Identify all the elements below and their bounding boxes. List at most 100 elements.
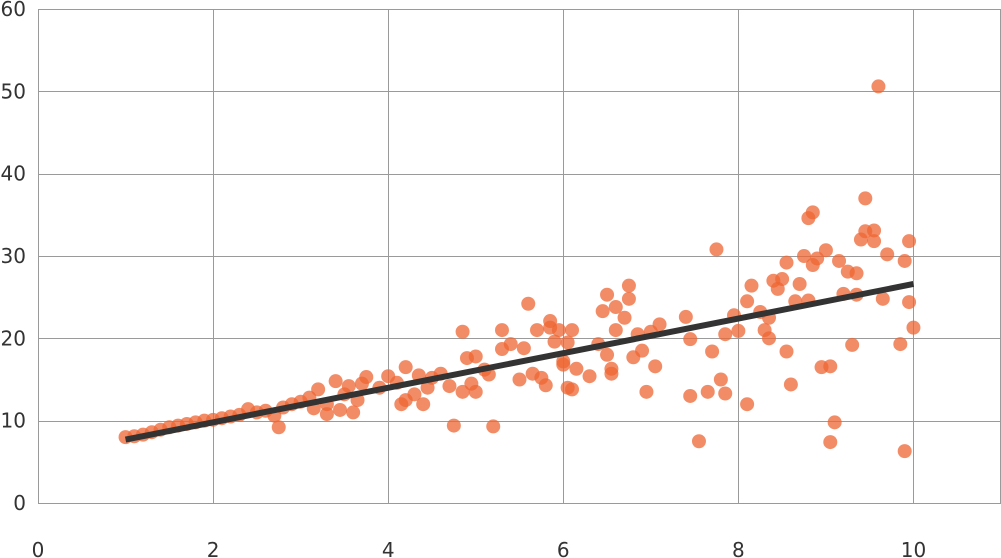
data-point — [635, 343, 650, 358]
data-point — [683, 388, 698, 403]
data-point — [867, 223, 882, 238]
data-point — [700, 384, 715, 399]
y-tick-label: 30 — [1, 244, 26, 268]
data-point — [718, 386, 733, 401]
data-point — [486, 419, 501, 434]
data-point — [621, 278, 636, 293]
data-point — [740, 397, 755, 412]
data-point — [359, 370, 374, 385]
x-tick-label: 10 — [901, 538, 926, 558]
data-point — [521, 296, 536, 311]
data-point — [468, 349, 483, 364]
data-point — [823, 359, 838, 374]
data-point — [810, 251, 825, 266]
data-point — [871, 79, 886, 94]
trend-line — [124, 281, 915, 443]
data-point — [705, 344, 720, 359]
data-point — [311, 382, 326, 397]
data-point — [797, 249, 812, 263]
data-point — [565, 323, 580, 338]
data-point — [621, 291, 636, 306]
y-tick-label: 50 — [1, 79, 26, 103]
data-point — [547, 334, 562, 349]
data-point — [319, 407, 334, 422]
data-point — [560, 335, 575, 350]
data-point — [875, 291, 890, 306]
y-tick-label: 60 — [1, 0, 26, 21]
x-tick-label: 8 — [732, 538, 745, 558]
data-point — [639, 384, 654, 399]
data-point — [604, 366, 619, 381]
data-point — [906, 320, 921, 335]
data-point — [608, 300, 623, 315]
data-point — [551, 323, 566, 338]
data-point — [691, 434, 706, 449]
data-point — [818, 243, 833, 258]
data-point — [617, 310, 632, 325]
data-point — [792, 276, 807, 291]
data-point — [849, 266, 864, 281]
data-point — [600, 347, 615, 362]
data-point — [823, 435, 838, 450]
x-tick-label: 6 — [557, 538, 570, 558]
data-point — [271, 420, 286, 435]
trend-line-layer — [124, 281, 915, 443]
data-point — [783, 377, 798, 392]
data-point — [595, 304, 610, 319]
data-point — [346, 405, 361, 420]
data-point — [897, 253, 912, 268]
data-point — [744, 278, 759, 293]
data-point — [600, 287, 615, 302]
data-points-layer — [118, 79, 921, 459]
data-point — [805, 205, 820, 220]
y-tick-label: 40 — [1, 162, 26, 186]
data-point — [678, 309, 693, 324]
data-point — [556, 354, 571, 369]
x-tick-label: 0 — [32, 538, 45, 558]
data-point — [880, 247, 895, 262]
data-point — [569, 361, 584, 376]
data-point — [407, 387, 422, 402]
data-point — [709, 242, 724, 257]
data-point — [845, 337, 860, 352]
data-point — [512, 372, 527, 387]
y-tick-label: 0 — [13, 491, 26, 515]
data-point — [775, 272, 790, 287]
x-tick-label: 2 — [207, 538, 220, 558]
data-point — [468, 384, 483, 399]
data-point — [902, 295, 917, 310]
data-point — [779, 344, 794, 359]
tick-labels-layer: 0 10 20 30 40 50 60 0 2 4 6 8 10 — [1, 0, 927, 558]
data-point — [683, 332, 698, 347]
data-point — [341, 379, 356, 394]
data-point — [713, 372, 728, 387]
data-point — [530, 323, 545, 338]
data-point — [832, 253, 847, 268]
data-point — [582, 369, 597, 384]
data-point — [779, 255, 794, 270]
data-point — [398, 360, 413, 375]
data-point — [442, 379, 457, 394]
data-point — [867, 234, 882, 249]
x-tick-label: 4 — [382, 538, 395, 558]
data-point — [503, 337, 518, 352]
data-point — [608, 323, 623, 338]
data-point — [538, 378, 553, 393]
data-point — [516, 341, 531, 356]
data-point — [762, 331, 777, 346]
data-point — [902, 234, 917, 249]
data-point — [718, 327, 733, 342]
data-point — [565, 382, 580, 397]
data-point — [897, 444, 912, 459]
data-point — [893, 337, 908, 352]
data-point — [328, 374, 343, 389]
y-tick-label: 20 — [1, 326, 26, 350]
data-point — [858, 191, 873, 206]
data-point — [455, 324, 470, 339]
data-point — [827, 415, 842, 430]
data-point — [416, 397, 431, 412]
data-point — [652, 317, 667, 332]
data-point — [333, 402, 348, 417]
data-point — [494, 323, 509, 338]
